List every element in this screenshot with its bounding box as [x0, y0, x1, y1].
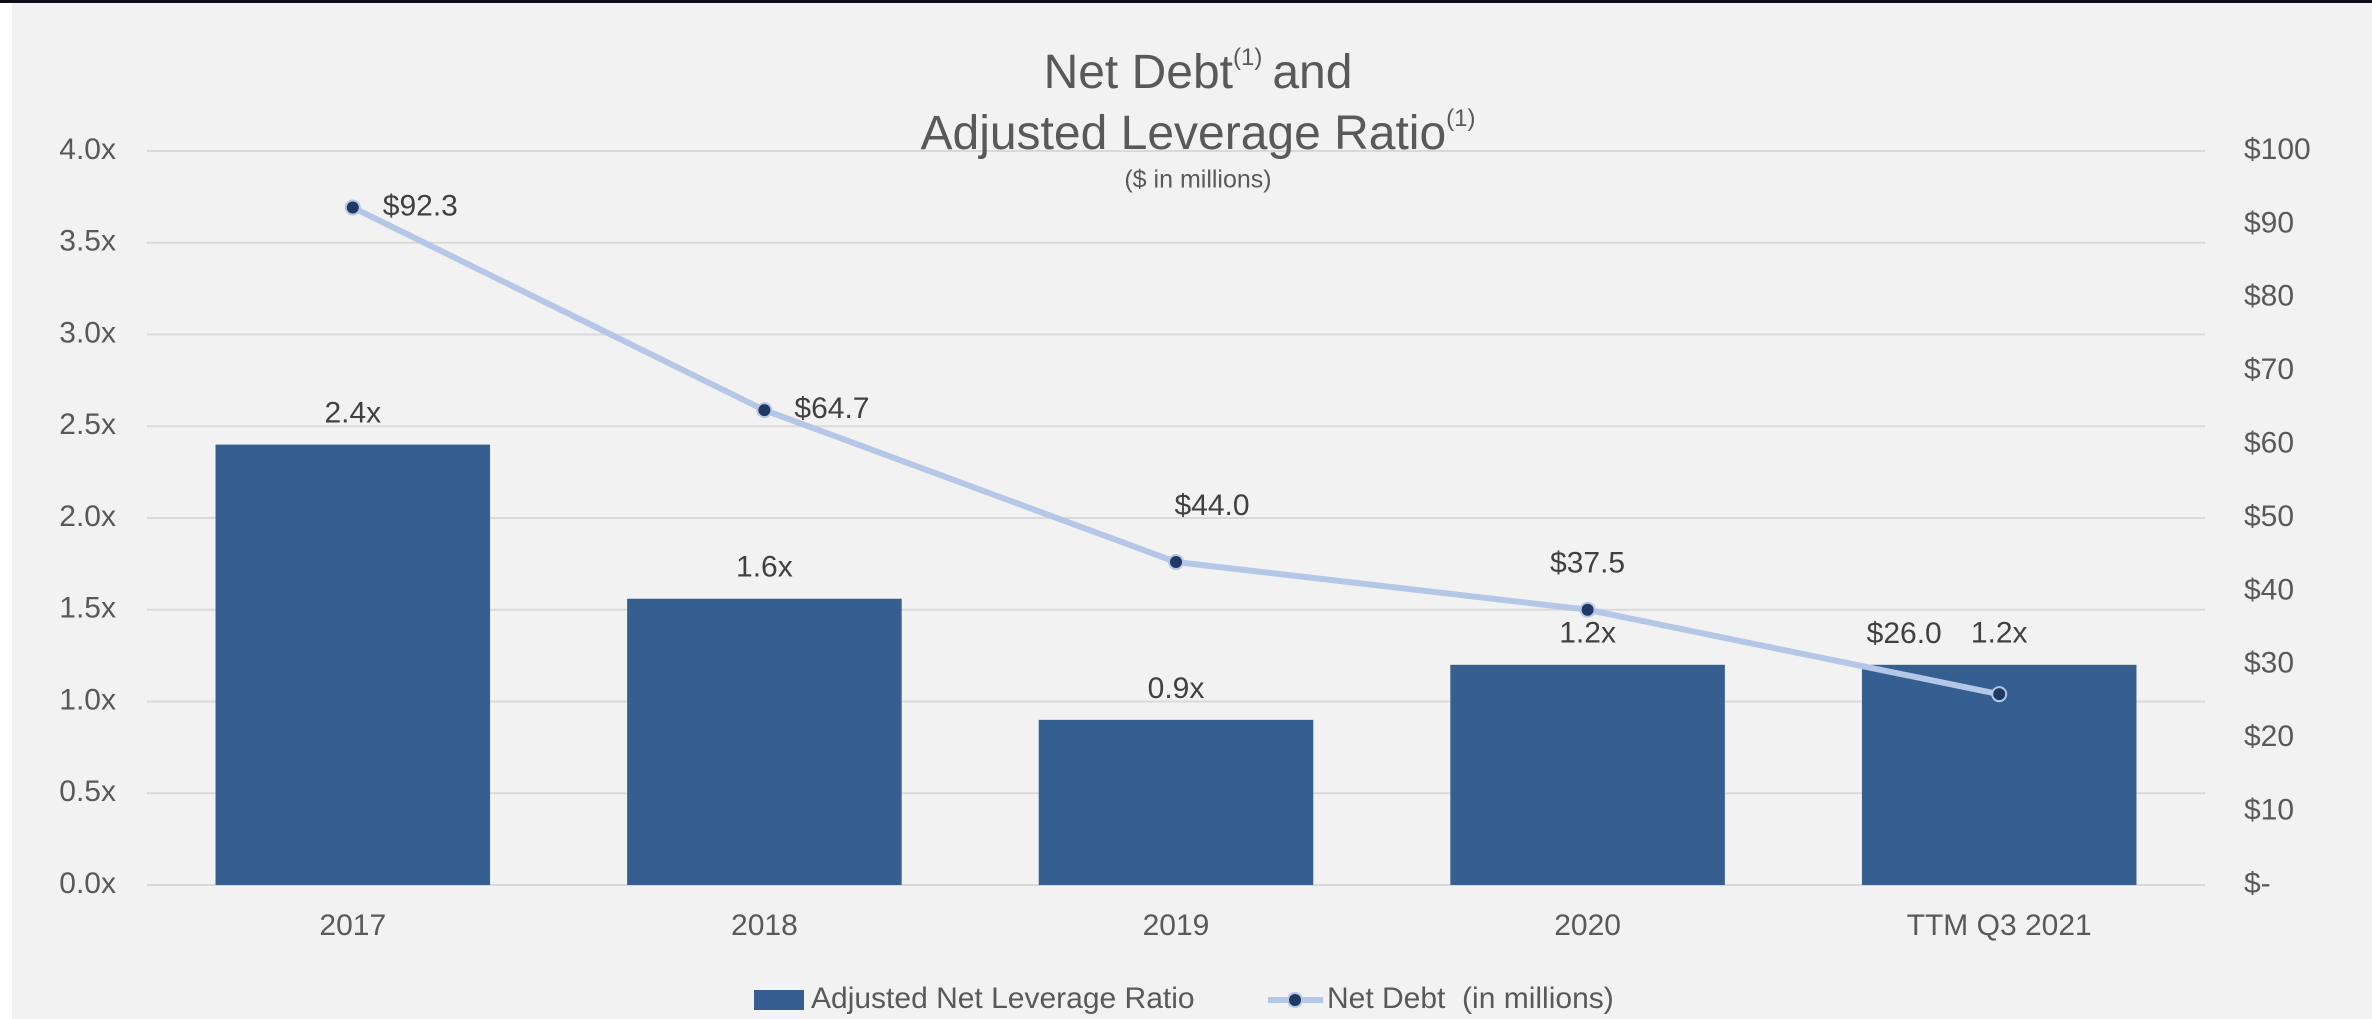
bar	[215, 444, 491, 885]
footnote-marker: (1)	[1446, 105, 1475, 132]
legend-marker	[1287, 992, 1303, 1008]
x-tick-label: 2017	[319, 909, 386, 942]
legend-label: Adjusted Net Leverage Ratio	[811, 982, 1195, 1015]
marker	[344, 199, 361, 216]
y-tick-label: 1.5x	[59, 592, 116, 625]
y-tick-label: 4.0x	[59, 133, 116, 166]
x-tick-label: 2019	[1143, 909, 1210, 942]
y2-tick-label: $40	[2244, 573, 2294, 606]
y2-tick-label: $90	[2244, 206, 2294, 239]
x-tick-label: 2020	[1554, 909, 1621, 942]
x-tick-label: TTM Q3 2021	[1907, 909, 2092, 942]
y-tick-label: 2.5x	[59, 408, 116, 441]
y-tick-label: 2.0x	[59, 500, 116, 533]
y2-tick-label: $-	[2244, 867, 2271, 900]
data-label: $92.3	[383, 189, 458, 222]
y-tick-label: 0.0x	[59, 867, 116, 900]
title-part: Net Debt	[1044, 46, 1233, 99]
footnote-marker: (1)	[1233, 44, 1262, 71]
marker	[1579, 601, 1596, 618]
legend-label: Net Debt (in millions)	[1327, 982, 1614, 1015]
y-tick-label: 1.0x	[59, 683, 116, 716]
data-label: 0.9x	[1148, 672, 1205, 705]
marker	[756, 402, 773, 419]
data-label: 1.2x	[1971, 617, 2028, 650]
data-label: 1.2x	[1559, 617, 1616, 650]
chart-title: Adjusted Leverage Ratio(1)	[920, 105, 1475, 159]
legend-swatch	[754, 990, 804, 1010]
marker	[1168, 554, 1184, 571]
y2-tick-label: $60	[2244, 427, 2294, 460]
y2-tick-label: $10	[2244, 794, 2294, 827]
y-tick-label: 3.5x	[59, 225, 116, 258]
y2-tick-label: $80	[2244, 280, 2294, 313]
data-label: $64.7	[794, 392, 869, 425]
data-label: 2.4x	[324, 397, 381, 430]
title-part: and	[1272, 46, 1352, 99]
bar	[1038, 719, 1314, 885]
data-label: $37.5	[1550, 547, 1625, 580]
data-label: $26.0	[1867, 617, 1942, 650]
y2-tick-label: $20	[2244, 720, 2294, 753]
y-tick-label: 3.0x	[59, 316, 116, 349]
y2-tick-label: $70	[2244, 353, 2294, 386]
x-tick-label: 2018	[731, 909, 798, 942]
data-label: $44.0	[1174, 489, 1249, 522]
data-label: 1.6x	[736, 551, 793, 584]
y2-tick-label: $30	[2244, 647, 2294, 680]
y-tick-label: 0.5x	[59, 775, 116, 808]
marker	[1991, 686, 2008, 703]
y2-tick-label: $100	[2244, 133, 2311, 166]
title-part: Adjusted Leverage Ratio	[920, 107, 1446, 160]
chart-title: Net Debt(1) and	[1044, 44, 1353, 98]
top-border	[0, 0, 2372, 3]
bar	[1450, 664, 1725, 885]
y2-tick-label: $50	[2244, 500, 2294, 533]
chart-subtitle: ($ in millions)	[1124, 166, 1271, 194]
bar	[627, 598, 902, 885]
